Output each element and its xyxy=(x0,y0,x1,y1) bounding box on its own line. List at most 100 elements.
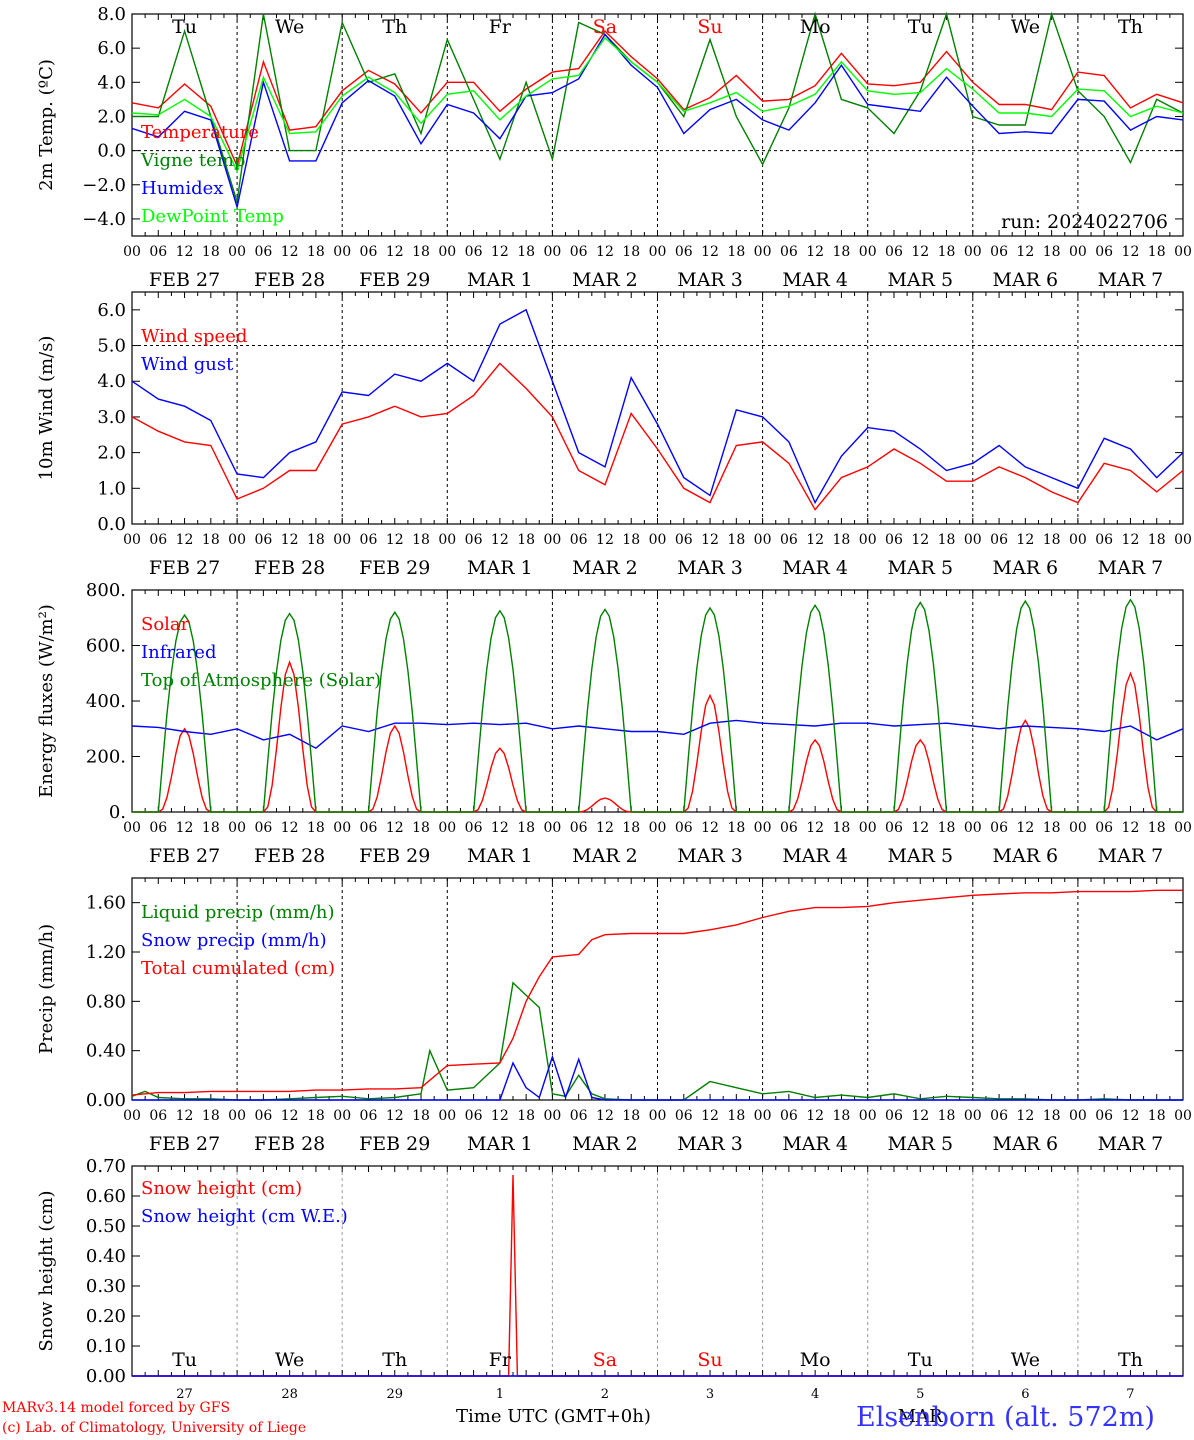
lab-credit: (c) Lab. of Climatology, University of L… xyxy=(2,1420,307,1436)
day-number-label: 6 xyxy=(1021,1387,1029,1402)
date-label: FEB 28 xyxy=(254,269,325,291)
hour-tick-label: 18 xyxy=(517,1108,535,1124)
hour-tick-label: 12 xyxy=(806,532,824,548)
y-tick-label: 4.0 xyxy=(97,371,126,392)
hour-tick-label: 06 xyxy=(149,244,167,260)
hour-tick-label: 00 xyxy=(1174,532,1192,548)
hour-tick-label: 18 xyxy=(412,244,430,260)
hour-tick-label: 06 xyxy=(465,532,483,548)
hour-tick-label: 18 xyxy=(202,532,220,548)
hour-tick-label: 18 xyxy=(1043,532,1061,548)
weekday-label: Su xyxy=(697,16,722,38)
hour-tick-label: 18 xyxy=(833,1108,851,1124)
y-tick-label: 0. xyxy=(109,802,126,823)
series-line-vigne-temp xyxy=(132,11,1184,203)
date-label: MAR 5 xyxy=(887,557,953,579)
y-tick-label: 6.0 xyxy=(97,38,126,59)
hour-tick-label: 00 xyxy=(123,820,141,836)
hour-tick-label: 12 xyxy=(806,1108,824,1124)
hour-tick-label: 06 xyxy=(885,1108,903,1124)
y-tick-label: 0.30 xyxy=(86,1276,126,1297)
y-tick-label: 800. xyxy=(86,580,126,601)
series-line-wind-gust xyxy=(131,308,1184,505)
date-label: FEB 27 xyxy=(149,557,220,579)
hour-tick-label: 12 xyxy=(281,820,299,836)
y-tick-label: 0.00 xyxy=(86,1366,126,1387)
hour-tick-label: 00 xyxy=(964,1108,982,1124)
hour-tick-label: 06 xyxy=(570,532,588,548)
date-label: MAR 4 xyxy=(782,269,848,291)
date-label: MAR 3 xyxy=(677,1133,743,1155)
y-tick-label: 3.0 xyxy=(97,407,126,428)
hour-tick-label: 00 xyxy=(1174,244,1192,260)
y-tick-label: −2.0 xyxy=(82,175,126,196)
hour-tick-label: 00 xyxy=(859,532,877,548)
hour-tick-label: 06 xyxy=(780,820,798,836)
hour-tick-label: 00 xyxy=(1069,1108,1087,1124)
hour-tick-label: 12 xyxy=(386,1108,404,1124)
date-label: MAR 3 xyxy=(677,269,743,291)
date-label: MAR 1 xyxy=(467,845,533,867)
y-tick-label: 0.40 xyxy=(86,1041,126,1062)
day-number-label: 4 xyxy=(811,1387,819,1402)
legend-entry: Snow height (cm) xyxy=(141,1178,302,1199)
date-label: MAR 4 xyxy=(782,845,848,867)
hour-tick-label: 18 xyxy=(412,1108,430,1124)
hour-tick-label: 06 xyxy=(990,820,1008,836)
hour-tick-label: 06 xyxy=(254,244,272,260)
hour-tick-label: 18 xyxy=(938,244,956,260)
date-label: MAR 7 xyxy=(1098,557,1164,579)
legend-entry: Liquid precip (mm/h) xyxy=(141,902,335,923)
hour-tick-label: 00 xyxy=(754,820,772,836)
hour-tick-label: 00 xyxy=(438,532,456,548)
hour-tick-label: 06 xyxy=(675,532,693,548)
legend-entry: Infrared xyxy=(141,642,216,663)
day-number-label: 7 xyxy=(1126,1387,1134,1402)
legend-entry: Vigne temp xyxy=(140,150,245,171)
date-label: MAR 4 xyxy=(782,557,848,579)
hour-tick-label: 06 xyxy=(780,532,798,548)
day-number-label: 2 xyxy=(601,1387,609,1402)
weekday-label: Sa xyxy=(593,1349,617,1371)
hour-tick-label: 18 xyxy=(727,244,745,260)
legend-entry: Temperature xyxy=(141,122,259,143)
hour-tick-label: 18 xyxy=(517,820,535,836)
date-label: FEB 29 xyxy=(359,845,430,867)
hour-tick-label: 12 xyxy=(911,820,929,836)
hour-tick-label: 06 xyxy=(1095,244,1113,260)
hour-tick-label: 06 xyxy=(780,1108,798,1124)
hour-tick-label: 18 xyxy=(833,244,851,260)
hour-tick-label: 18 xyxy=(622,1108,640,1124)
legend-entry: Snow height (cm W.E.) xyxy=(141,1206,348,1227)
y-tick-label: 4.0 xyxy=(97,72,126,93)
hour-tick-label: 18 xyxy=(1043,820,1061,836)
hour-tick-label: 18 xyxy=(517,532,535,548)
hour-tick-label: 12 xyxy=(806,820,824,836)
hour-tick-label: 06 xyxy=(360,1108,378,1124)
legend-entry: Snow precip (mm/h) xyxy=(141,930,327,951)
hour-tick-label: 00 xyxy=(543,532,561,548)
hour-tick-label: 06 xyxy=(1095,820,1113,836)
date-label: MAR 1 xyxy=(467,1133,533,1155)
y-tick-label: 5.0 xyxy=(97,336,126,357)
hour-tick-label: 00 xyxy=(123,244,141,260)
y-tick-label: 1.0 xyxy=(97,478,126,499)
hour-tick-label: 18 xyxy=(622,820,640,836)
hour-tick-label: 18 xyxy=(1148,1108,1166,1124)
model-credit: MARv3.14 model forced by GFS xyxy=(2,1400,231,1416)
hour-tick-label: 18 xyxy=(622,244,640,260)
hour-tick-label: 00 xyxy=(543,820,561,836)
series-line-total-cumulated-cm- xyxy=(131,889,1183,1096)
hour-tick-label: 00 xyxy=(228,1108,246,1124)
station-label: Elsenborn (alt. 572m) xyxy=(856,1402,1155,1433)
date-label: MAR 5 xyxy=(887,1133,953,1155)
hour-tick-label: 18 xyxy=(412,820,430,836)
y-tick-label: −4.0 xyxy=(82,209,126,230)
hour-tick-label: 12 xyxy=(1016,244,1034,260)
hour-tick-label: 18 xyxy=(938,1108,956,1124)
hour-tick-label: 06 xyxy=(254,532,272,548)
weekday-label: Sa xyxy=(593,16,617,38)
hour-tick-label: 06 xyxy=(885,820,903,836)
legend-entry: DewPoint Temp xyxy=(141,206,284,227)
series-line-snow-precip-mm-h- xyxy=(132,1054,1183,1101)
